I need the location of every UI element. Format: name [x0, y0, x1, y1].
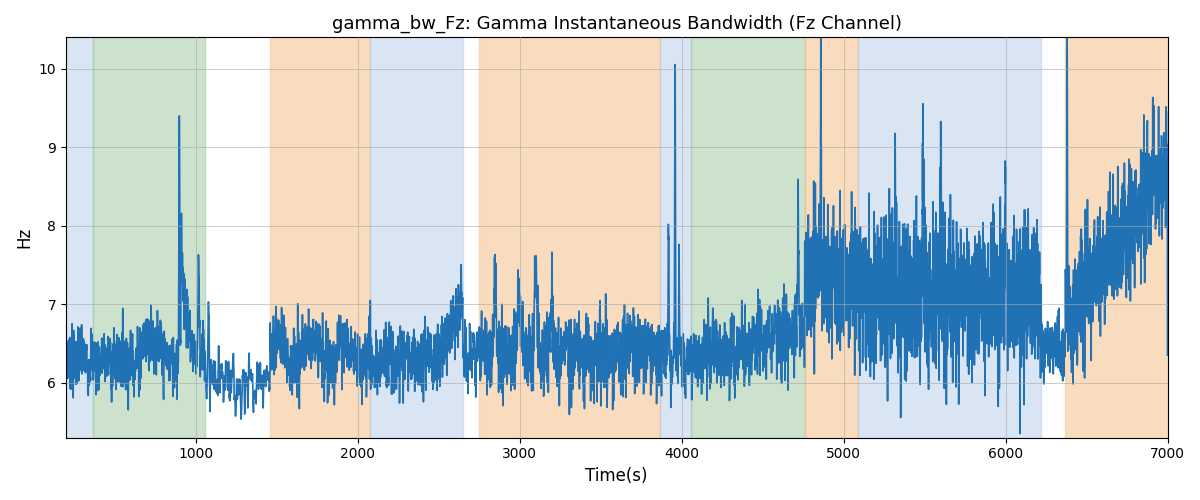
Bar [660, 38, 691, 438]
Title: gamma_bw_Fz: Gamma Instantaneous Bandwidth (Fz Channel): gamma_bw_Fz: Gamma Instantaneous Bandwid… [331, 15, 901, 34]
Bar [1066, 38, 1183, 438]
Bar [94, 38, 205, 438]
Y-axis label: Hz: Hz [16, 227, 34, 248]
Bar [371, 38, 463, 438]
Bar [858, 38, 1042, 438]
Bar [66, 38, 94, 438]
Bar [691, 38, 805, 438]
Bar [805, 38, 858, 438]
X-axis label: Time(s): Time(s) [586, 467, 648, 485]
Bar [270, 38, 371, 438]
Bar [479, 38, 660, 438]
